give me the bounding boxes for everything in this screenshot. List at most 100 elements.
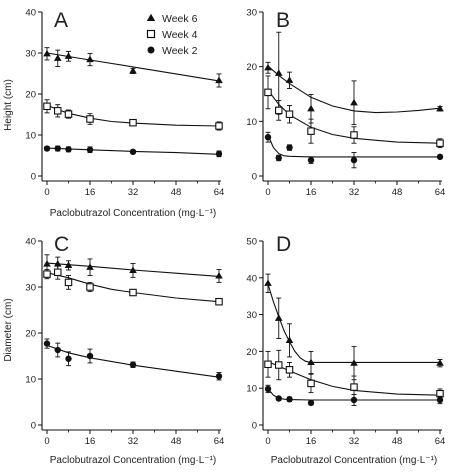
y-tick-label: 10 xyxy=(25,375,36,386)
x-tick-label: 32 xyxy=(128,187,139,198)
x-tick-label: 0 xyxy=(265,436,270,447)
point-week-4 xyxy=(307,379,315,388)
y-tick-label: 30 xyxy=(246,8,257,19)
y-tick-label: 30 xyxy=(246,310,257,321)
fit-line-week-6 xyxy=(267,283,440,363)
point-week-4 xyxy=(285,366,294,374)
point-week-2 xyxy=(275,395,282,402)
legend-label-week-6: Week 6 xyxy=(162,13,198,25)
point-week-2 xyxy=(286,396,293,403)
x-tick-label: 32 xyxy=(128,436,139,447)
point-week-2 xyxy=(43,340,51,347)
point-week-4 xyxy=(53,268,62,277)
point-week-2 xyxy=(86,352,94,360)
point-week-2 xyxy=(86,146,94,153)
x-tick-label: 32 xyxy=(349,436,360,447)
x-tick-label: 48 xyxy=(392,187,403,198)
x-title-c: Paclobutrazol Concentration (mg·L⁻¹) xyxy=(50,455,216,466)
point-week-6 xyxy=(307,104,315,112)
point-week-6 xyxy=(64,52,73,59)
point-week-6 xyxy=(274,314,283,321)
point-week-2 xyxy=(54,145,61,152)
x-tick-label: 0 xyxy=(44,187,49,198)
point-week-4 xyxy=(307,127,315,135)
panel-letter-c: C xyxy=(54,233,69,256)
point-week-6 xyxy=(215,271,223,279)
y-tick-label: 10 xyxy=(246,117,257,128)
point-week-2 xyxy=(275,154,282,162)
point-week-2 xyxy=(350,156,358,164)
point-week-6 xyxy=(86,55,94,63)
point-week-6 xyxy=(436,359,444,366)
x-tick-label: 0 xyxy=(265,187,270,198)
point-week-4 xyxy=(64,278,73,287)
point-week-6 xyxy=(53,54,62,61)
fit-line-week-2 xyxy=(267,134,440,158)
point-week-2 xyxy=(436,153,444,161)
x-tick-label: 64 xyxy=(435,187,446,198)
point-week-2 xyxy=(65,355,72,362)
y-tick-label: 10 xyxy=(25,131,36,142)
point-week-6 xyxy=(350,359,358,366)
legend-label-week-4: Week 4 xyxy=(162,29,198,41)
x-tick-label: 48 xyxy=(392,436,403,447)
legend: Week 6 Week 4 Week 2 xyxy=(146,13,198,57)
point-week-2 xyxy=(129,361,137,368)
legend-marker-open-square xyxy=(146,29,156,39)
x-tick-label: 16 xyxy=(85,187,96,198)
point-week-2 xyxy=(307,399,315,407)
y-title-top: Height (cm) xyxy=(3,79,14,131)
point-week-4 xyxy=(53,107,62,115)
point-week-4 xyxy=(215,122,223,130)
point-week-6 xyxy=(86,263,94,270)
point-week-2 xyxy=(129,148,137,156)
point-week-6 xyxy=(129,266,137,274)
panel-d: D 0 10 20 30 40 50 0 16 32 48 64 xyxy=(246,233,445,447)
point-week-6 xyxy=(43,49,51,57)
fit-line-week-6 xyxy=(46,52,220,82)
y-tick-label: 40 xyxy=(246,273,257,284)
point-week-4 xyxy=(129,118,137,127)
point-week-2 xyxy=(43,145,51,152)
point-week-4 xyxy=(274,361,283,369)
x-title-a: Paclobutrazol Concentration (mg·L⁻¹) xyxy=(50,208,216,219)
point-week-6 xyxy=(264,279,272,286)
panel-a: A 0 10 20 30 40 0 16 32 48 64 xyxy=(25,8,224,199)
point-week-6 xyxy=(285,336,294,343)
point-week-6 xyxy=(436,104,444,112)
point-week-4 xyxy=(274,106,283,115)
x-title-d: Paclobutrazol Concentration (mg·L⁻¹) xyxy=(271,455,437,466)
y-tick-label: 20 xyxy=(25,90,36,101)
point-week-4 xyxy=(215,297,223,306)
point-week-6 xyxy=(350,98,358,106)
point-week-2 xyxy=(54,346,61,354)
y-tick-label: 30 xyxy=(25,49,36,60)
y-tick-label: 0 xyxy=(252,172,257,183)
point-week-2 xyxy=(307,156,315,164)
point-week-6 xyxy=(274,69,283,76)
point-week-2 xyxy=(264,133,272,141)
point-week-4 xyxy=(436,139,444,147)
point-week-6 xyxy=(64,261,73,268)
point-week-4 xyxy=(350,383,358,391)
y-tick-label: 40 xyxy=(25,8,36,19)
x-tick-label: 48 xyxy=(171,187,182,198)
panel-b: B 0 10 20 30 0 16 32 48 64 xyxy=(246,8,445,199)
panel-letter-d: D xyxy=(276,233,291,256)
point-week-2 xyxy=(264,385,272,393)
y-tick-label: 20 xyxy=(246,347,257,358)
x-tick-label: 48 xyxy=(171,436,182,447)
point-week-2 xyxy=(215,150,223,158)
x-tick-label: 16 xyxy=(85,436,96,447)
point-week-2 xyxy=(350,396,358,404)
y-tick-label: 0 xyxy=(252,421,257,432)
point-week-2 xyxy=(436,396,444,404)
x-tick-label: 16 xyxy=(306,436,317,447)
point-week-4 xyxy=(129,288,137,297)
y-tick-label: 0 xyxy=(31,421,36,432)
point-week-2 xyxy=(286,144,293,151)
point-week-4 xyxy=(86,283,94,291)
panel-letter-b: B xyxy=(276,9,290,32)
x-tick-label: 64 xyxy=(214,436,225,447)
point-week-4 xyxy=(64,110,73,118)
